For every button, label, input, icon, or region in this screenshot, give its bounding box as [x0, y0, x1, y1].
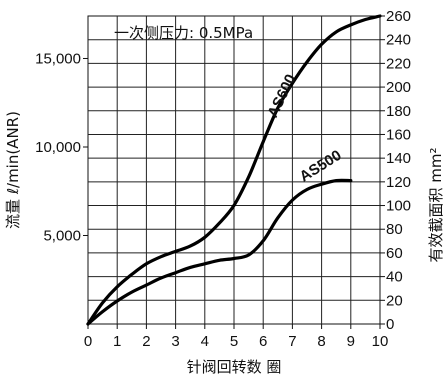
- y-left-tick-label: 5,000: [43, 227, 81, 244]
- ticks: 0 1 2 3 4 5 6 7 8 9 100204060801001201401601802002…: [35, 8, 411, 350]
- y-axis-left-title: 流量 ℓ/min(ANR): [4, 111, 22, 229]
- x-tick-label: 5: [230, 333, 238, 350]
- x-tick-label: 4: [201, 333, 209, 350]
- y-right-tick-label: 260: [386, 8, 411, 25]
- y-right-tick-label: 240: [386, 32, 411, 49]
- x-tick-label: 10: [372, 333, 389, 350]
- y-left-tick-label: 15,000: [35, 50, 81, 67]
- y-right-tick-label: 40: [386, 269, 403, 286]
- y-right-tick-label: 100: [386, 198, 411, 215]
- y-right-tick-label: 160: [386, 126, 411, 143]
- y-right-tick-label: 140: [386, 150, 411, 167]
- series-line-as500: [86, 178, 353, 326]
- y-right-tick-label: 180: [386, 103, 411, 120]
- pressure-annotation: 一次侧压力: 0.5MPa: [114, 24, 253, 42]
- y-axis-right-title: 有效截面积 mm²: [427, 147, 445, 262]
- y-right-tick-label: 80: [386, 221, 403, 238]
- x-tick-label: 8: [317, 333, 325, 350]
- x-tick-label: 1: [113, 333, 121, 350]
- x-tick-label: 2: [142, 333, 150, 350]
- x-tick-label: 0: [84, 333, 92, 350]
- y-right-tick-label: 220: [386, 55, 411, 72]
- y-left-tick-label: 10,000: [35, 139, 81, 156]
- series-label-as600: AS600: [264, 72, 299, 121]
- x-tick-label: 3: [171, 333, 179, 350]
- x-tick-label: 6: [259, 333, 267, 350]
- y-right-tick-label: 20: [386, 292, 403, 309]
- y-right-tick-label: 60: [386, 245, 403, 262]
- grid: [88, 16, 380, 324]
- x-tick-label: 9: [347, 333, 355, 350]
- series-line-as600: [86, 14, 382, 326]
- series: [86, 14, 382, 326]
- y-right-tick-label: 200: [386, 79, 411, 96]
- x-tick-label: 7: [288, 333, 296, 350]
- y-right-tick-label: 120: [386, 174, 411, 191]
- x-axis-title: 针阀回转数 圈: [187, 358, 282, 376]
- y-right-tick-label: 0: [386, 316, 394, 333]
